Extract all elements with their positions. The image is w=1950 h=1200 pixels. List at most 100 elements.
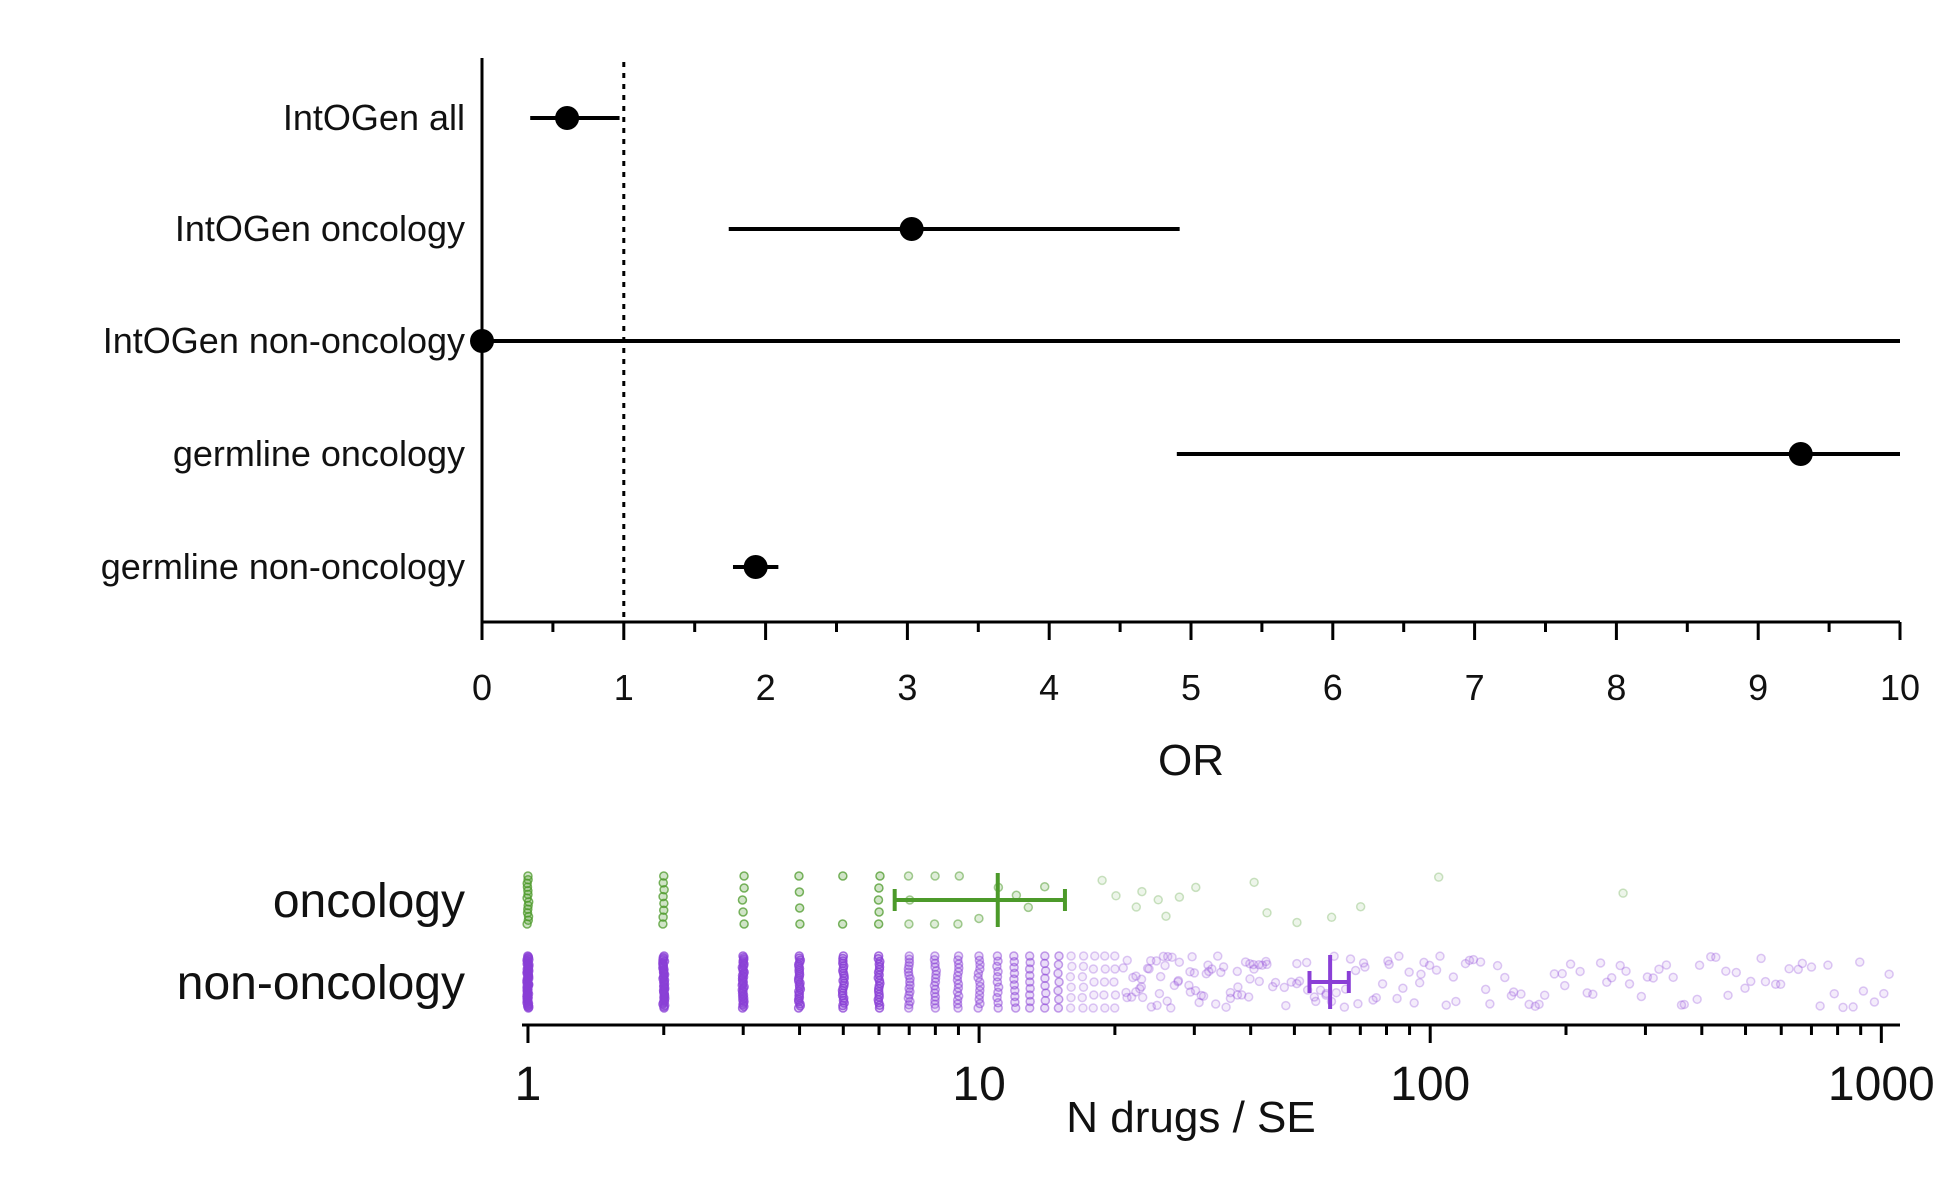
strip-dot	[1131, 987, 1141, 997]
strip-dot	[1377, 979, 1388, 989]
strip-dot	[1848, 1002, 1858, 1012]
strip-dot	[1146, 1002, 1157, 1012]
strip-dot	[1575, 966, 1585, 977]
strip-dot	[738, 907, 748, 917]
strip-dot	[522, 919, 532, 929]
strip-dot	[1137, 886, 1147, 897]
strip-dot	[1797, 958, 1808, 969]
strip-dot	[1099, 990, 1109, 1000]
strip-dot	[1158, 951, 1169, 962]
strip-dot	[1245, 958, 1255, 969]
strip-dot	[1648, 973, 1658, 983]
strip-dot	[1122, 992, 1132, 1003]
strip-dot	[1339, 1002, 1350, 1012]
strip-dot	[1560, 980, 1570, 991]
strip-dot	[1161, 911, 1171, 921]
strip-dot	[658, 891, 668, 902]
strip-dot	[1109, 1003, 1120, 1013]
strip-dot	[1100, 1003, 1110, 1013]
strip-dot	[1225, 987, 1236, 998]
strip-dot	[1218, 962, 1229, 972]
strip-dot	[1131, 971, 1141, 981]
strip-dot	[1829, 988, 1840, 999]
strip-dot	[659, 1003, 669, 1013]
strip-category-label: oncology	[273, 875, 465, 928]
strip-dot	[1460, 958, 1471, 969]
strip-dot	[1136, 981, 1147, 992]
strip-dot	[1174, 957, 1185, 967]
strip-dot	[1088, 964, 1099, 974]
strip-dot	[993, 1003, 1003, 1013]
strip-x-tick-label: 10	[952, 1058, 1005, 1111]
forest-x-tick-label: 2	[756, 667, 776, 708]
strip-dot	[1173, 975, 1184, 986]
strip-dot	[1770, 979, 1781, 990]
strip-dot	[874, 907, 884, 917]
strip-dot	[1110, 964, 1120, 974]
strip-dot	[974, 913, 984, 924]
strip-dot	[1122, 955, 1132, 966]
strip-dot	[1360, 962, 1370, 972]
strip-dot	[1294, 976, 1305, 986]
strip-dot	[1174, 892, 1185, 902]
strip-dot	[1254, 976, 1265, 987]
strip-dot	[1110, 951, 1120, 961]
strip-dot	[1166, 1003, 1176, 1013]
strip-dot	[1121, 987, 1131, 998]
strip-dot	[1207, 964, 1217, 974]
strip-dot	[1065, 1003, 1076, 1013]
strip-dot	[1315, 985, 1326, 995]
strip-dot	[930, 871, 940, 881]
strip-dot	[1090, 951, 1100, 961]
strip-dot	[1167, 952, 1177, 962]
strip-dot	[1642, 972, 1653, 982]
strip-dot	[1184, 980, 1194, 991]
strip-dot	[1154, 988, 1165, 999]
strip-dot	[1232, 990, 1243, 1000]
strip-dot	[1582, 988, 1592, 998]
strip-dot	[1187, 952, 1197, 962]
strip-dot	[1606, 973, 1617, 983]
strip-dot	[1451, 996, 1461, 1007]
strip-dot	[1118, 963, 1129, 973]
forest-point	[1788, 442, 1813, 466]
forest-category-labels: IntOGen all IntOGen oncology IntOGen non-o…	[101, 97, 465, 587]
strip-dot	[1539, 990, 1550, 1000]
strip-dot	[1099, 977, 1110, 987]
strip-dot	[1189, 968, 1200, 978]
strip-x-tick-label: 1	[515, 1058, 542, 1111]
strip-dot	[873, 895, 884, 905]
strip-dot	[1240, 957, 1251, 967]
strip-dot	[1565, 959, 1576, 969]
strip-dot	[1508, 987, 1519, 997]
forest-x-tick-label: 7	[1465, 667, 1485, 708]
strip-dot	[658, 905, 669, 916]
strip-dot	[1516, 989, 1526, 999]
strip-dot	[1066, 982, 1076, 992]
strip-dot	[1331, 987, 1341, 998]
strip-dot	[1398, 983, 1408, 994]
strip-dot	[1506, 990, 1517, 1001]
strip-dot	[1100, 964, 1111, 974]
strip-dot	[1784, 964, 1794, 974]
strip-dot	[1131, 902, 1142, 912]
strip-dot	[1128, 972, 1138, 983]
strip-dot	[794, 903, 805, 913]
forest-category-label: IntOGen oncology	[175, 208, 465, 249]
strip-dot	[1557, 968, 1567, 979]
strip-dot	[1431, 965, 1442, 975]
strip-dot	[1145, 955, 1156, 966]
strip-dot	[1756, 953, 1766, 964]
strip-dot	[1869, 997, 1880, 1007]
strip-dot	[1815, 1001, 1825, 1011]
strip-dot	[1221, 1002, 1231, 1012]
strip-dot	[1088, 1003, 1098, 1013]
strip-dot	[1760, 976, 1771, 987]
strip-dot	[1530, 1001, 1540, 1012]
strip-dot	[1524, 999, 1534, 1010]
strip-dot	[1468, 954, 1479, 965]
strip-dot	[874, 1003, 885, 1013]
strip-dot	[873, 919, 884, 929]
strip-dot	[1292, 917, 1302, 928]
strip-dot	[1110, 990, 1121, 1000]
